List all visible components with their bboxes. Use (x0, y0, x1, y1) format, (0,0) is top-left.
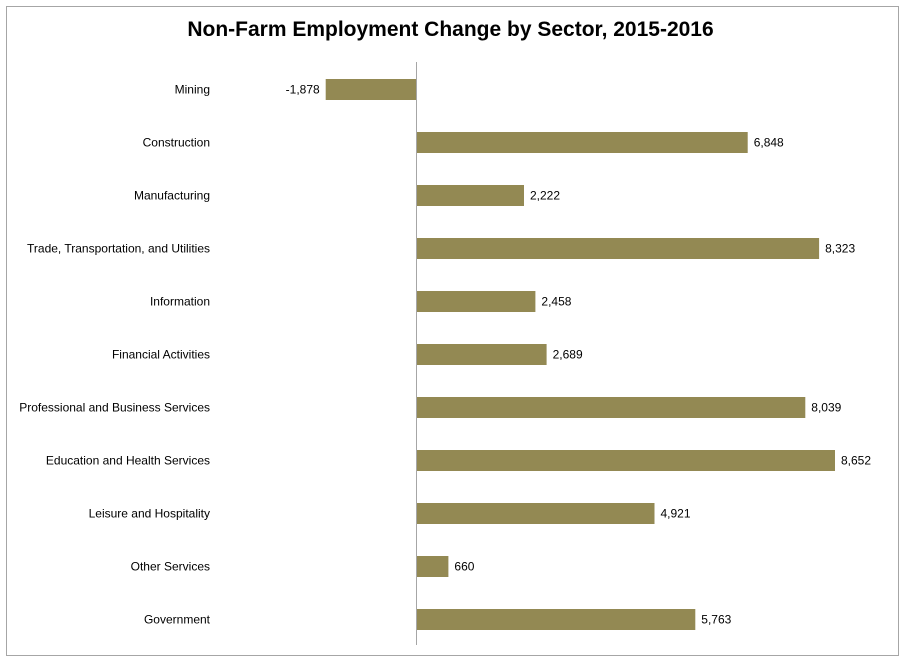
value-label-mining: -1,878 (286, 83, 320, 97)
value-label-education-and-health-services: 8,652 (841, 454, 871, 468)
value-label-professional-and-business-services: 8,039 (811, 401, 841, 415)
bar-education-and-health-services (417, 450, 836, 471)
bar-construction (417, 132, 748, 153)
category-label-leisure-and-hospitality: Leisure and Hospitality (89, 507, 210, 521)
value-label-information: 2,458 (541, 295, 571, 309)
value-label-trade-transportation-and-utilities: 8,323 (825, 242, 855, 256)
bar-trade-transportation-and-utilities (417, 238, 820, 259)
value-label-financial-activities: 2,689 (553, 348, 583, 362)
category-label-financial-activities: Financial Activities (112, 348, 210, 362)
category-label-government: Government (144, 613, 211, 627)
bar-financial-activities (417, 344, 547, 365)
value-label-leisure-and-hospitality: 4,921 (661, 507, 691, 521)
bar-professional-and-business-services (417, 397, 806, 418)
category-label-mining: Mining (175, 83, 210, 97)
value-label-government: 5,763 (701, 613, 731, 627)
value-label-other-services: 660 (454, 560, 474, 574)
bar-other-services (417, 556, 449, 577)
bar-manufacturing (417, 185, 525, 206)
bar-government (417, 609, 696, 630)
category-label-trade-transportation-and-utilities: Trade, Transportation, and Utilities (27, 242, 210, 256)
category-label-manufacturing: Manufacturing (134, 189, 210, 203)
category-label-education-and-health-services: Education and Health Services (46, 454, 210, 468)
bar-leisure-and-hospitality (417, 503, 655, 524)
category-label-professional-and-business-services: Professional and Business Services (19, 401, 210, 415)
category-label-other-services: Other Services (131, 560, 210, 574)
category-label-construction: Construction (143, 136, 210, 150)
value-label-manufacturing: 2,222 (530, 189, 560, 203)
value-label-construction: 6,848 (754, 136, 784, 150)
bar-information (417, 291, 536, 312)
bar-mining (326, 79, 417, 100)
category-label-information: Information (150, 295, 210, 309)
